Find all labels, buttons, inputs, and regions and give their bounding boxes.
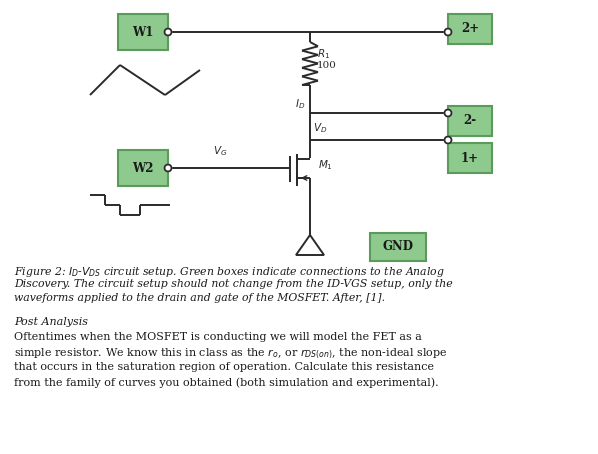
Text: $V_D$: $V_D$ [313,121,327,135]
FancyBboxPatch shape [370,233,426,261]
FancyBboxPatch shape [448,143,492,173]
Text: W2: W2 [132,162,154,174]
Circle shape [444,109,451,117]
Text: Oftentimes when the MOSFET is conducting we will model the FET as a: Oftentimes when the MOSFET is conducting… [14,332,422,342]
Circle shape [444,29,451,35]
Circle shape [164,164,172,172]
Text: Figure 2: $I_D$-$V_{DS}$ circuit setup. Green boxes indicate connections to the : Figure 2: $I_D$-$V_{DS}$ circuit setup. … [14,265,445,279]
FancyBboxPatch shape [118,150,168,186]
FancyBboxPatch shape [448,14,492,44]
Text: Post Analysis: Post Analysis [14,317,88,327]
FancyBboxPatch shape [448,106,492,136]
Text: W1: W1 [132,25,154,39]
Text: $M_1$: $M_1$ [318,158,333,172]
FancyBboxPatch shape [118,14,168,50]
Text: from the family of curves you obtained (both simulation and experimental).: from the family of curves you obtained (… [14,377,438,388]
Text: simple resistor. We know this in class as the $r_o$, or $r_{DS(on)}$, the non-id: simple resistor. We know this in class a… [14,347,447,361]
Text: Discovery. The circuit setup should not change from the ID-VGS setup, only the: Discovery. The circuit setup should not … [14,279,453,289]
Circle shape [164,29,172,35]
Text: GND: GND [383,241,413,253]
Text: 2+: 2+ [461,23,479,35]
Text: $V_G$: $V_G$ [213,144,227,158]
Text: $I_D$: $I_D$ [295,97,305,111]
Text: 1+: 1+ [461,152,479,164]
Text: that occurs in the saturation region of operation. Calculate this resistance: that occurs in the saturation region of … [14,362,434,372]
Text: 100: 100 [317,61,337,70]
Circle shape [444,137,451,143]
Text: $R_1$: $R_1$ [317,47,330,61]
Text: 2-: 2- [463,114,477,128]
Text: waveforms applied to the drain and gate of the MOSFET. After, [1].: waveforms applied to the drain and gate … [14,293,385,303]
